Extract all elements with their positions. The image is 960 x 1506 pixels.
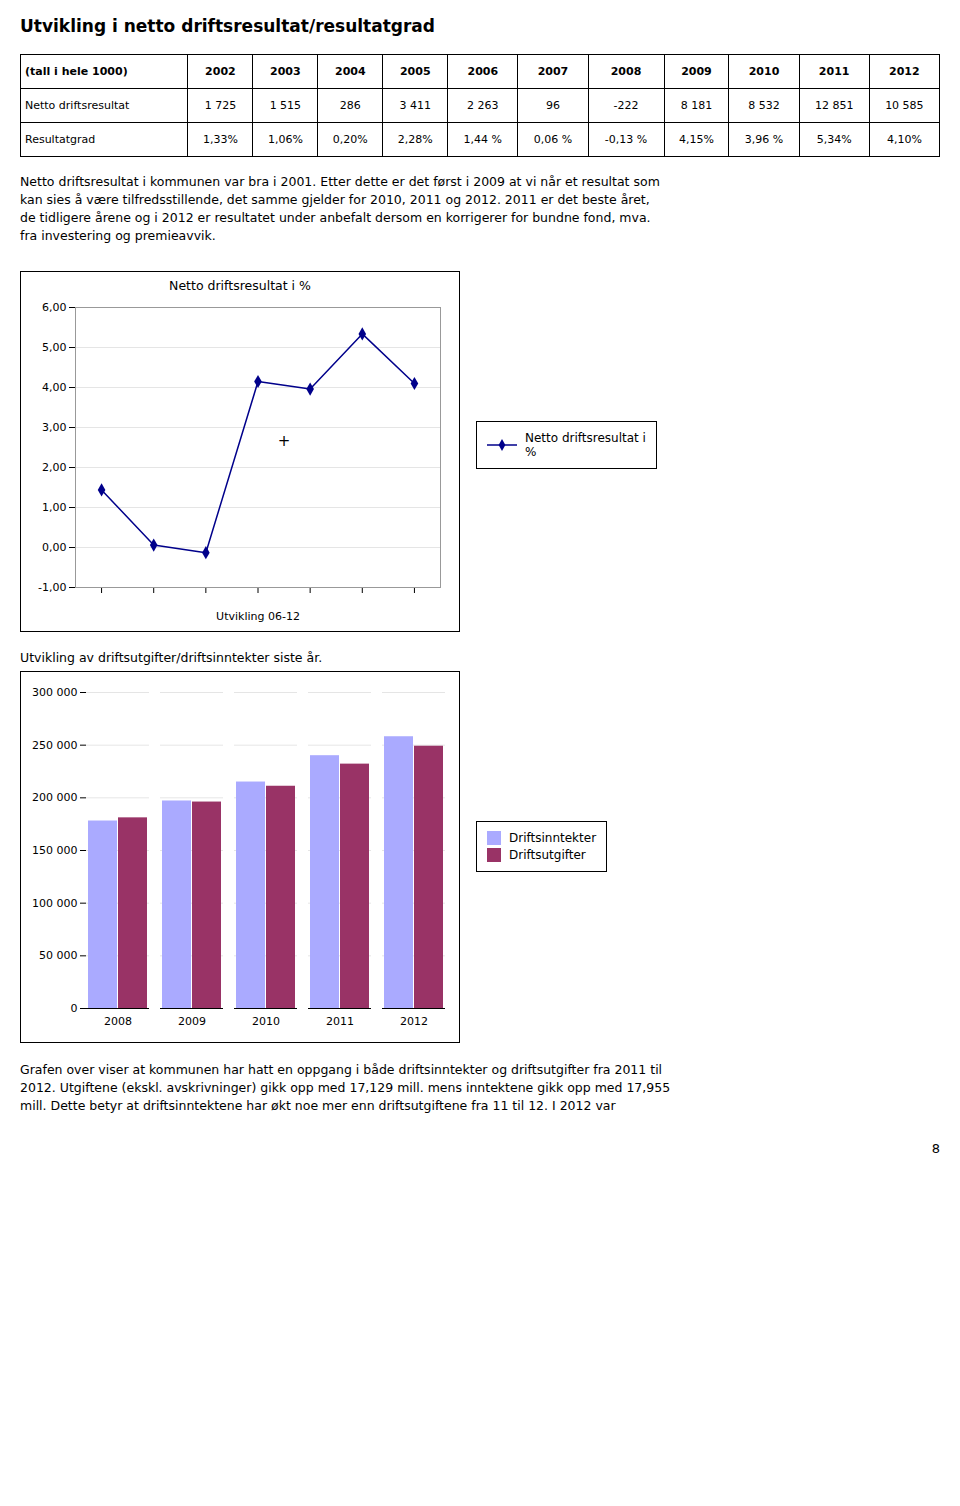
html-text:8 532: 8 532 (748, 99, 780, 112)
html-text:1,44 %: 1,44 % (463, 133, 502, 146)
html-text:Resultatgrad: Resultatgrad (25, 133, 96, 146)
html-text:2006: 2006 (467, 65, 499, 78)
html-text:8 181: 8 181 (680, 99, 713, 112)
html-text:2007: 2007 (537, 65, 569, 78)
svg-text:-1,00: -1,00 (38, 581, 66, 594)
html-text:96: 96 (546, 99, 560, 112)
svg-text:2,00: 2,00 (42, 461, 67, 474)
html-text:2010: 2010 (748, 65, 780, 78)
html-text:3 411: 3 411 (399, 99, 431, 112)
svg-text:200 000: 200 000 (32, 791, 78, 804)
svg-text:0,00: 0,00 (42, 541, 67, 554)
svg-text:50 000: 50 000 (39, 949, 78, 962)
html-text:-0,13 %: -0,13 % (604, 133, 648, 146)
html-text:2008: 2008 (610, 65, 642, 78)
html-text:2003: 2003 (270, 65, 301, 78)
html-text:1 725: 1 725 (204, 99, 237, 112)
svg-text:2010: 2010 (252, 1015, 280, 1028)
html-text:kan sies å være tilfredsstille: kan sies å være tilfredsstillende, det s… (20, 192, 650, 207)
html-text:2005: 2005 (400, 65, 431, 78)
html-text:10 585: 10 585 (885, 99, 924, 112)
html-text:2002: 2002 (205, 65, 236, 78)
html-text:2011: 2011 (818, 65, 850, 78)
html-text:mill. Dette betyr at driftsinn: mill. Dette betyr at driftsinntektene ha… (20, 1098, 616, 1113)
html-text:2009: 2009 (681, 65, 712, 78)
html-text:2012: 2012 (889, 65, 920, 78)
html-text:4,10%: 4,10% (886, 133, 922, 146)
html-text:2,28%: 2,28% (397, 133, 433, 146)
html-text:Netto driftsresultat i %: Netto driftsresultat i % (525, 431, 646, 459)
html-text:Netto driftsresultat i kommune: Netto driftsresultat i kommunen var bra … (20, 174, 660, 189)
html-text:Utvikling i netto driftsresult: Utvikling i netto driftsresultat/resulta… (20, 16, 435, 36)
svg-text:4,00: 4,00 (42, 381, 67, 394)
html-text:0,06 %: 0,06 % (533, 133, 573, 146)
html-text:1 515: 1 515 (269, 99, 302, 112)
html-text:Netto driftsresultat: Netto driftsresultat (25, 99, 130, 112)
svg-text:+: + (278, 432, 291, 450)
html-text:1,33%: 1,33% (203, 133, 238, 146)
html-text:8: 8 (931, 1141, 940, 1156)
html-text:5,34%: 5,34% (816, 133, 852, 146)
svg-text:2012: 2012 (400, 1015, 428, 1028)
html-text:0,20%: 0,20% (332, 133, 368, 146)
svg-text:100 000: 100 000 (32, 897, 78, 910)
html-text:fra investering og premieavvik: fra investering og premieavvik. (20, 228, 216, 243)
html-text:Utvikling av driftsutgifter/dr: Utvikling av driftsutgifter/driftsinntek… (20, 650, 323, 665)
html-text:Driftsinntekter: Driftsinntekter (509, 831, 597, 845)
svg-text:2011: 2011 (326, 1015, 354, 1028)
html-text:-222: -222 (613, 99, 639, 112)
svg-text:2008: 2008 (104, 1015, 132, 1028)
svg-text:1,00: 1,00 (42, 501, 67, 514)
html-text:2012. Utgiftene (ekskl. avskri: 2012. Utgiftene (ekskl. avskrivninger) g… (20, 1080, 671, 1095)
svg-text:3,00: 3,00 (42, 421, 67, 434)
svg-text:5,00: 5,00 (42, 341, 67, 354)
svg-text:300 000: 300 000 (32, 686, 78, 699)
svg-text:2009: 2009 (178, 1015, 206, 1028)
svg-text:0: 0 (71, 1002, 78, 1015)
html-text:Driftsutgifter: Driftsutgifter (509, 848, 586, 862)
svg-text:250 000: 250 000 (32, 739, 78, 752)
svg-text:6,00: 6,00 (42, 301, 67, 314)
html-text:3,96 %: 3,96 % (744, 133, 784, 146)
html-text:1,06%: 1,06% (267, 133, 303, 146)
svg-text:Utvikling 06-12: Utvikling 06-12 (216, 610, 300, 623)
html-text:2004: 2004 (335, 65, 366, 78)
html-text:4,15%: 4,15% (679, 133, 714, 146)
html-text:de tidligere årene og i 2012 e: de tidligere årene og i 2012 er resultat… (20, 210, 651, 225)
html-text:Netto driftsresultat i %: Netto driftsresultat i % (169, 278, 311, 293)
html-text:2 263: 2 263 (467, 99, 499, 112)
html-text:286: 286 (339, 99, 361, 112)
html-text:12 851: 12 851 (814, 99, 854, 112)
html-text:Grafen over viser at kommunen: Grafen over viser at kommunen har hatt e… (20, 1062, 663, 1077)
svg-text:150 000: 150 000 (32, 844, 78, 857)
html-text:(tall i hele 1000): (tall i hele 1000) (25, 65, 128, 78)
